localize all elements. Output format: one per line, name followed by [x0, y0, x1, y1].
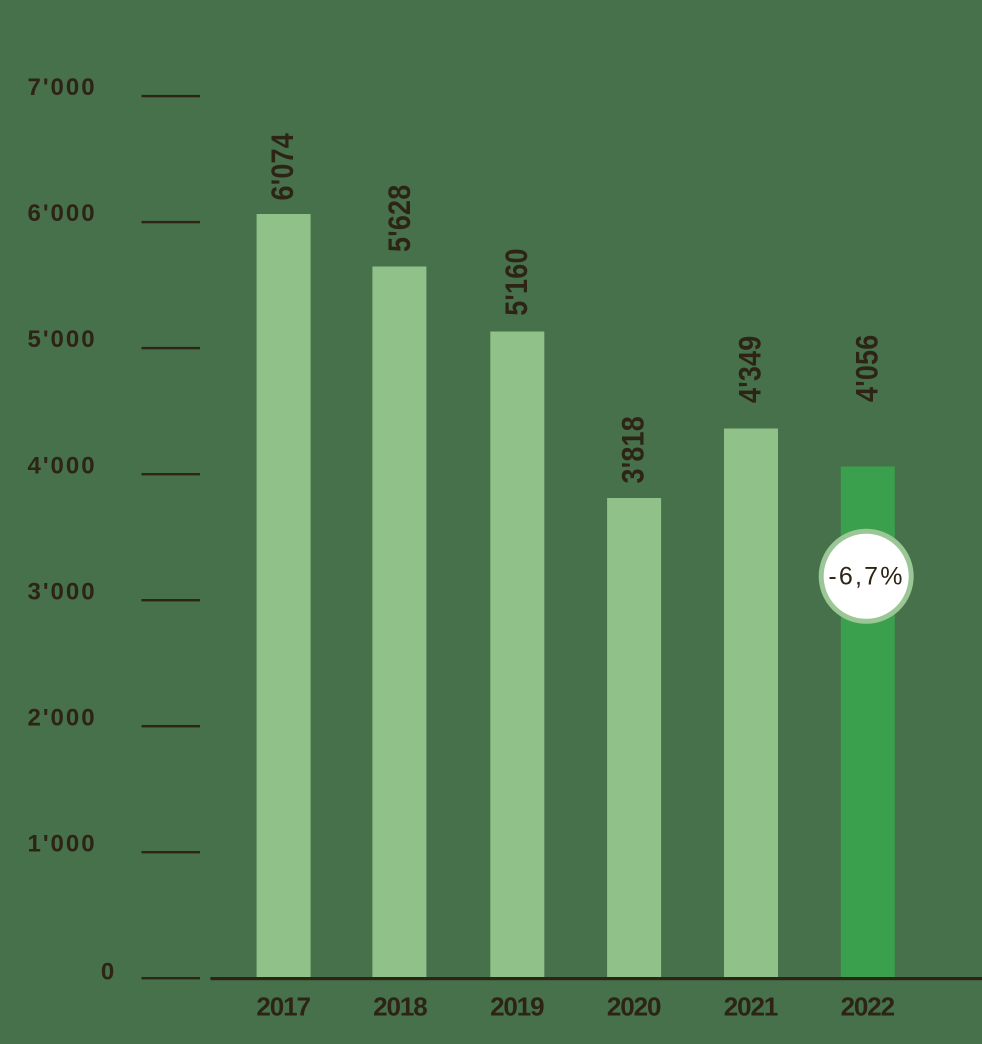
svg-text:5'628: 5'628	[383, 185, 417, 252]
svg-text:2019: 2019	[490, 992, 544, 1022]
svg-text:4'349: 4'349	[734, 336, 768, 403]
svg-text:2021: 2021	[724, 992, 778, 1022]
svg-text:2020: 2020	[607, 992, 661, 1022]
svg-text:3'818: 3'818	[617, 416, 651, 483]
svg-text:-6,7%: -6,7%	[828, 563, 904, 591]
svg-text:2'000: 2'000	[27, 704, 96, 731]
svg-text:1'000: 1'000	[27, 830, 96, 857]
svg-text:5'000: 5'000	[27, 326, 96, 353]
svg-text:3'000: 3'000	[27, 578, 96, 605]
svg-text:4'000: 4'000	[27, 452, 96, 479]
svg-text:0: 0	[101, 958, 116, 985]
svg-text:2018: 2018	[373, 992, 427, 1022]
svg-text:5'160: 5'160	[500, 248, 534, 315]
svg-text:2017: 2017	[256, 992, 310, 1022]
svg-text:2022: 2022	[841, 992, 895, 1022]
svg-text:4'056: 4'056	[851, 335, 885, 402]
svg-text:6'000: 6'000	[27, 200, 96, 227]
svg-text:6'074: 6'074	[267, 132, 301, 200]
svg-text:7'000: 7'000	[27, 74, 96, 101]
